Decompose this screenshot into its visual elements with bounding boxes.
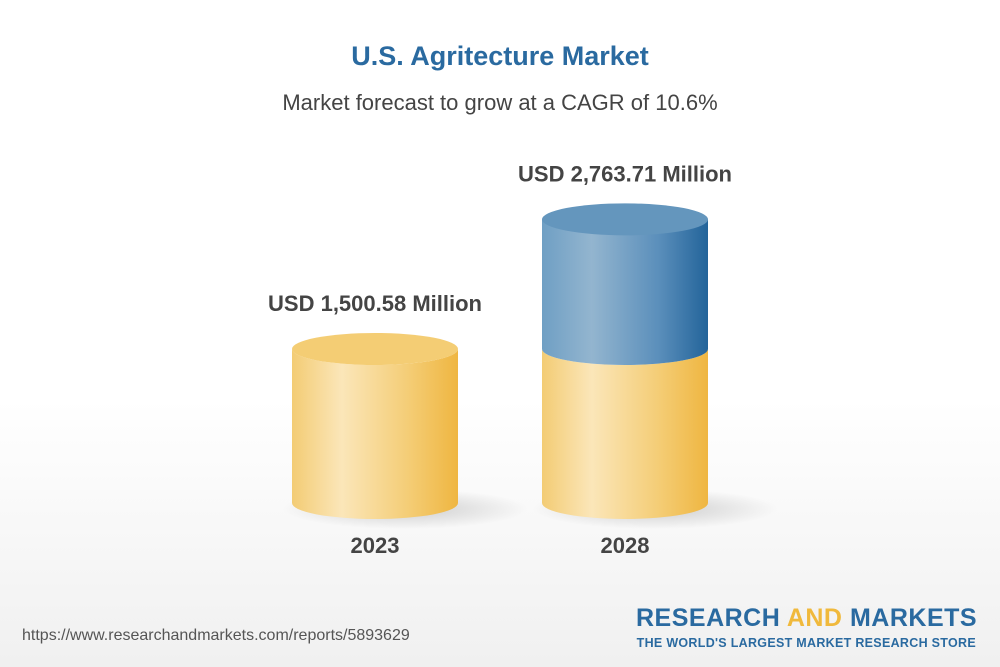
data-label-2028: USD 2,763.71 Million: [518, 161, 732, 186]
data-label-2023: USD 1,500.58 Million: [268, 291, 482, 316]
source-url[interactable]: https://www.researchandmarkets.com/repor…: [22, 627, 410, 644]
bar-2023-body: [292, 349, 458, 519]
x-tick-label-2028: 2028: [601, 533, 650, 558]
bar-2028-base-body: [542, 349, 708, 519]
chart-title: U.S. Agritecture Market: [351, 41, 649, 71]
bar-2028-top: [542, 203, 708, 236]
brand-tagline: THE WORLD'S LARGEST MARKET RESEARCH STOR…: [636, 636, 976, 650]
bar-2023-top: [292, 333, 458, 365]
bar-2028-growth: [542, 219, 708, 365]
chart-area: USD 1,500.58 Million 2023 USD 2,763.71 Mil…: [268, 161, 778, 558]
x-tick-label-2023: 2023: [351, 533, 400, 558]
chart-subtitle: Market forecast to grow at a CAGR of 10.…: [282, 90, 718, 115]
brand-logo: RESEARCH AND MARKETS: [636, 604, 978, 632]
